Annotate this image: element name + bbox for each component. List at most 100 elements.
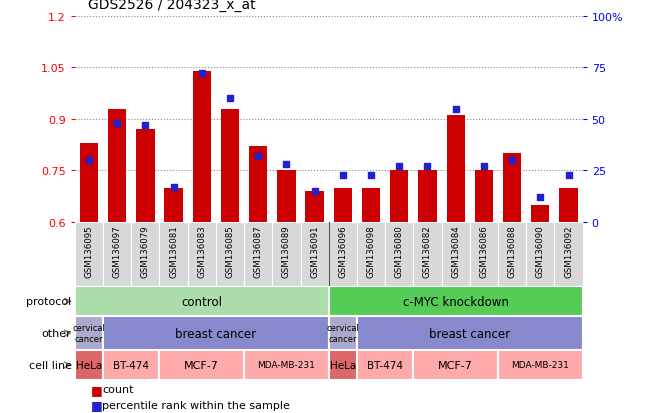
Bar [357, 316, 583, 350]
Text: GSM136089: GSM136089 [282, 225, 291, 278]
Point [309, 188, 320, 195]
Text: HeLa: HeLa [76, 360, 102, 370]
Text: GSM136082: GSM136082 [423, 225, 432, 278]
Point [140, 122, 150, 129]
Text: cervical
cancer: cervical cancer [72, 324, 105, 343]
Text: control: control [182, 295, 222, 308]
Bar [503, 154, 521, 223]
Bar [103, 316, 329, 350]
Bar [75, 350, 103, 380]
Text: BT-474: BT-474 [367, 360, 403, 370]
Bar [362, 188, 380, 223]
Text: HeLa: HeLa [330, 360, 356, 370]
Text: BT-474: BT-474 [113, 360, 149, 370]
Text: GSM136083: GSM136083 [197, 225, 206, 278]
Point [422, 164, 433, 170]
Bar [475, 171, 493, 223]
Text: MCF-7: MCF-7 [184, 360, 219, 370]
Text: breast cancer: breast cancer [175, 327, 256, 340]
Point [281, 161, 292, 168]
Bar [80, 144, 98, 223]
Bar [193, 71, 211, 223]
Bar [272, 223, 301, 287]
Text: other: other [42, 328, 72, 338]
Point [563, 172, 574, 178]
Point [197, 71, 207, 78]
Text: GSM136095: GSM136095 [85, 225, 94, 278]
Text: ■: ■ [91, 398, 103, 411]
Point [169, 184, 179, 191]
Point [478, 164, 489, 170]
Text: c-MYC knockdown: c-MYC knockdown [403, 295, 508, 308]
Bar [187, 223, 216, 287]
Text: percentile rank within the sample: percentile rank within the sample [102, 400, 290, 410]
Text: GSM136085: GSM136085 [225, 225, 234, 278]
Bar [277, 171, 296, 223]
Bar [329, 350, 357, 380]
Point [253, 153, 264, 160]
Bar [526, 223, 555, 287]
Text: count: count [102, 384, 133, 394]
Text: GSM136079: GSM136079 [141, 225, 150, 278]
Point [338, 172, 348, 178]
Text: GSM136098: GSM136098 [367, 225, 376, 278]
Bar [441, 223, 470, 287]
Bar [357, 223, 385, 287]
Text: MDA-MB-231: MDA-MB-231 [258, 361, 315, 370]
Text: ■: ■ [91, 383, 103, 396]
Text: cell line: cell line [29, 360, 72, 370]
Text: GSM136097: GSM136097 [113, 225, 122, 278]
Text: GSM136087: GSM136087 [254, 225, 263, 278]
Bar [559, 188, 577, 223]
Bar [305, 192, 324, 223]
Text: GSM136081: GSM136081 [169, 225, 178, 278]
Bar [329, 223, 357, 287]
Point [450, 106, 461, 113]
Bar [216, 223, 244, 287]
Text: GSM136080: GSM136080 [395, 225, 404, 278]
Bar [329, 287, 583, 316]
Bar [390, 171, 408, 223]
Point [225, 96, 235, 102]
Bar [221, 109, 239, 223]
Text: protocol: protocol [26, 297, 72, 306]
Bar [103, 223, 132, 287]
Text: GDS2526 / 204323_x_at: GDS2526 / 204323_x_at [88, 0, 255, 12]
Bar [165, 188, 183, 223]
Bar [132, 223, 159, 287]
Bar [413, 350, 498, 380]
Point [535, 195, 546, 201]
Text: GSM136084: GSM136084 [451, 225, 460, 278]
Bar [75, 316, 103, 350]
Text: MCF-7: MCF-7 [438, 360, 473, 370]
Text: MDA-MB-231: MDA-MB-231 [512, 361, 569, 370]
Point [394, 164, 404, 170]
Bar [531, 205, 549, 223]
Text: GSM136086: GSM136086 [479, 225, 488, 278]
Bar [329, 316, 357, 350]
Point [366, 172, 376, 178]
Bar [498, 223, 526, 287]
Text: GSM136090: GSM136090 [536, 225, 545, 278]
Bar [301, 223, 329, 287]
Bar [244, 350, 329, 380]
Bar [419, 171, 437, 223]
Bar [75, 223, 103, 287]
Bar [470, 223, 498, 287]
Text: breast cancer: breast cancer [429, 327, 510, 340]
Point [112, 120, 122, 127]
Text: GSM136092: GSM136092 [564, 225, 573, 278]
Bar [75, 287, 329, 316]
Bar [334, 188, 352, 223]
Bar [555, 223, 583, 287]
Point [84, 157, 94, 164]
Text: GSM136091: GSM136091 [310, 225, 319, 278]
Bar [103, 350, 159, 380]
Bar [249, 147, 268, 223]
Text: cervical
cancer: cervical cancer [326, 324, 359, 343]
Bar [159, 223, 187, 287]
Bar [108, 109, 126, 223]
Bar [498, 350, 583, 380]
Point [507, 157, 518, 164]
Bar [244, 223, 272, 287]
